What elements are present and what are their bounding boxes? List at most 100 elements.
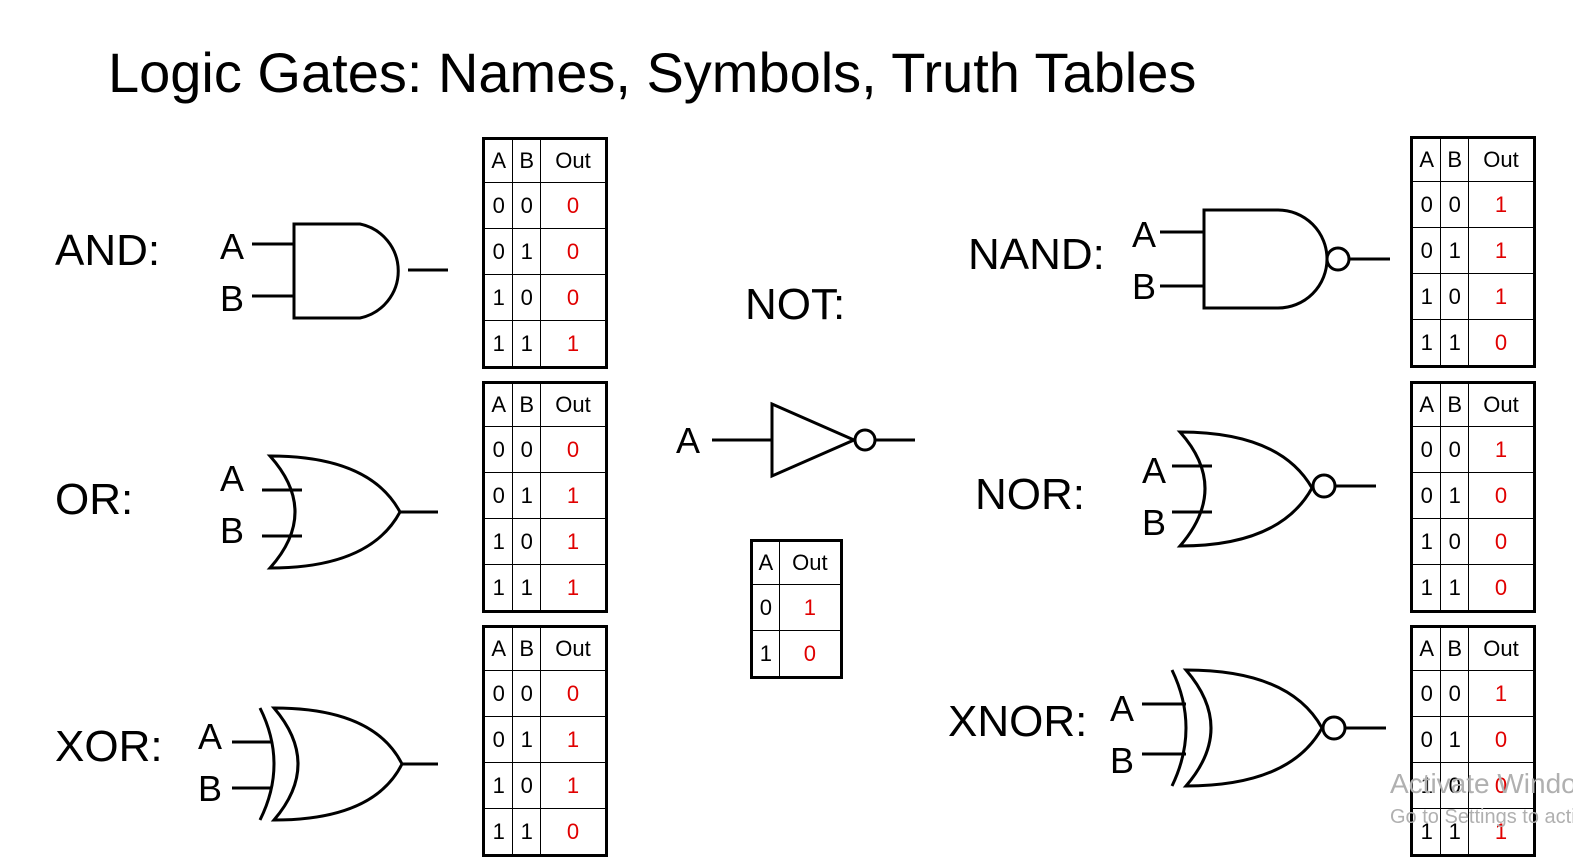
output-cell: 0 xyxy=(1468,716,1535,763)
output-cell: 1 xyxy=(540,564,607,612)
table-header-row: A B Out xyxy=(1410,382,1535,427)
output-cell: 0 xyxy=(540,426,607,473)
nand-gate-label: NAND: xyxy=(968,230,1105,279)
xor-gate-label: XOR: xyxy=(55,722,163,771)
input-cell: 0 xyxy=(512,762,541,809)
column-header: Out xyxy=(540,626,607,671)
column-header: A xyxy=(482,626,514,671)
input-cell: 1 xyxy=(1440,808,1469,856)
output-cell: 0 xyxy=(540,670,607,717)
input-cell: 0 xyxy=(1410,227,1442,274)
column-header: A xyxy=(482,138,514,183)
input-cell: 0 xyxy=(1440,426,1469,473)
column-header: B xyxy=(512,626,541,671)
output-cell: 1 xyxy=(540,320,607,368)
input-cell: 1 xyxy=(1440,227,1469,274)
page-title: Logic Gates: Names, Symbols, Truth Table… xyxy=(108,41,1197,104)
output-cell: 0 xyxy=(1468,472,1535,519)
output-cell: 1 xyxy=(1468,181,1535,228)
input-cell: 1 xyxy=(482,518,514,565)
input-cell: 1 xyxy=(751,630,780,678)
column-header: A xyxy=(1410,137,1442,182)
xnor-gate-icon xyxy=(1142,668,1386,788)
table-header-row: A B Out xyxy=(1410,137,1535,182)
input-cell: 1 xyxy=(512,564,541,612)
output-cell: 0 xyxy=(540,808,607,856)
watermark-title: Activate Windows xyxy=(1390,768,1573,799)
nand-input-a-label: A xyxy=(1132,214,1157,255)
nor-input-b-label: B xyxy=(1142,502,1167,543)
input-cell: 1 xyxy=(482,564,514,612)
column-header: A xyxy=(1410,382,1442,427)
xor-input-b-label: B xyxy=(198,768,223,809)
output-cell: 0 xyxy=(540,274,607,321)
xnor-input-a-label: A xyxy=(1110,688,1135,729)
input-cell: 0 xyxy=(482,228,514,275)
input-cell: 1 xyxy=(1410,518,1442,565)
column-header: Out xyxy=(778,540,843,585)
column-header: B xyxy=(1440,626,1469,671)
input-cell: 0 xyxy=(482,182,514,229)
watermark-subtitle: Go to Settings to activate Windows. xyxy=(1390,806,1573,828)
not-gate-icon xyxy=(712,401,915,479)
output-cell: 0 xyxy=(540,182,607,229)
input-cell: 1 xyxy=(482,808,514,856)
xnor-truth-table: A B Out 0 0 1 0 1 0 1 0 0 1 1 1 xyxy=(1410,625,1536,857)
input-cell: 0 xyxy=(1440,518,1469,565)
input-cell: 0 xyxy=(1410,181,1442,228)
input-cell: 1 xyxy=(512,808,541,856)
input-cell: 1 xyxy=(1440,319,1469,367)
input-cell: 0 xyxy=(482,472,514,519)
or-input-a-label: A xyxy=(220,458,245,499)
or-truth-table: A B Out 0 0 0 0 1 1 1 0 1 1 1 1 xyxy=(482,381,608,613)
output-cell: 1 xyxy=(1468,670,1535,717)
xor-input-a-label: A xyxy=(198,716,223,757)
nor-gate-icon xyxy=(1172,430,1376,548)
table-header-row: A B Out xyxy=(482,382,607,427)
input-cell: 0 xyxy=(512,670,541,717)
input-cell: 0 xyxy=(482,716,514,763)
output-cell: 1 xyxy=(540,762,607,809)
input-cell: 0 xyxy=(751,584,780,631)
output-cell: 0 xyxy=(1468,762,1535,809)
not-truth-table: A Out 0 1 1 0 xyxy=(750,539,843,679)
nor-input-a-label: A xyxy=(1142,450,1167,491)
input-cell: 1 xyxy=(512,472,541,519)
input-cell: 0 xyxy=(482,426,514,473)
output-cell: 1 xyxy=(540,518,607,565)
and-input-a-label: A xyxy=(220,226,245,267)
column-header: B xyxy=(1440,382,1469,427)
nand-truth-table: A B Out 0 0 1 0 1 1 1 0 1 1 1 0 xyxy=(1410,136,1536,368)
column-header: Out xyxy=(540,138,607,183)
and-truth-table: A B Out 0 0 0 0 1 0 1 0 0 1 1 1 xyxy=(482,137,608,369)
or-gate-label: OR: xyxy=(55,475,134,524)
input-cell: 0 xyxy=(1440,181,1469,228)
xnor-input-b-label: B xyxy=(1110,740,1135,781)
input-cell: 1 xyxy=(1410,273,1442,320)
output-cell: 1 xyxy=(1468,273,1535,320)
table-header-row: A Out xyxy=(751,540,843,585)
input-cell: 1 xyxy=(1410,808,1442,856)
input-cell: 1 xyxy=(482,274,514,321)
column-header: Out xyxy=(1468,382,1535,427)
not-input-a-label: A xyxy=(676,420,701,461)
